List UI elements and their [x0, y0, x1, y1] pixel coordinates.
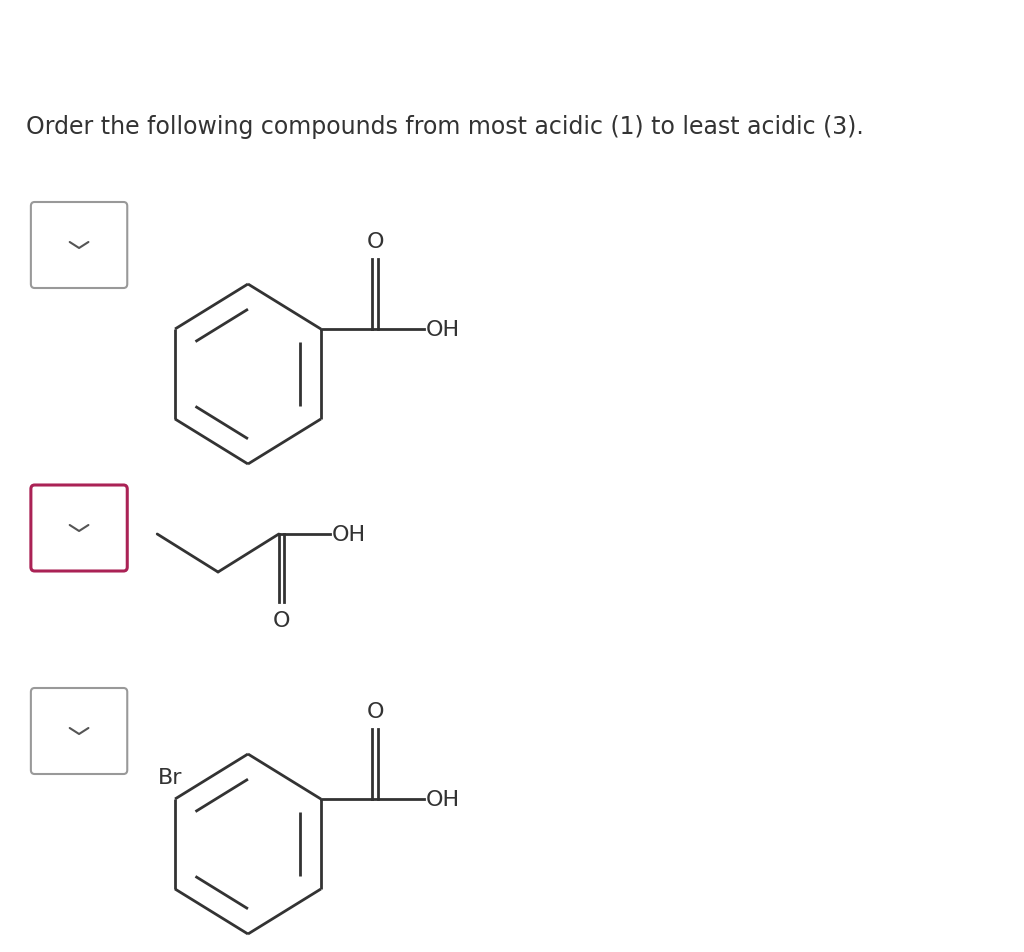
- Text: OH: OH: [332, 525, 367, 545]
- Text: Br: Br: [158, 767, 182, 787]
- Text: Order the following compounds from most acidic (1) to least acidic (3).: Order the following compounds from most …: [27, 115, 864, 139]
- Text: OH: OH: [426, 789, 460, 809]
- Text: O: O: [367, 702, 384, 722]
- FancyBboxPatch shape: [31, 688, 127, 774]
- FancyBboxPatch shape: [31, 203, 127, 288]
- Text: OH: OH: [426, 320, 460, 340]
- FancyBboxPatch shape: [31, 486, 127, 571]
- Text: O: O: [367, 231, 384, 251]
- Text: O: O: [272, 610, 291, 630]
